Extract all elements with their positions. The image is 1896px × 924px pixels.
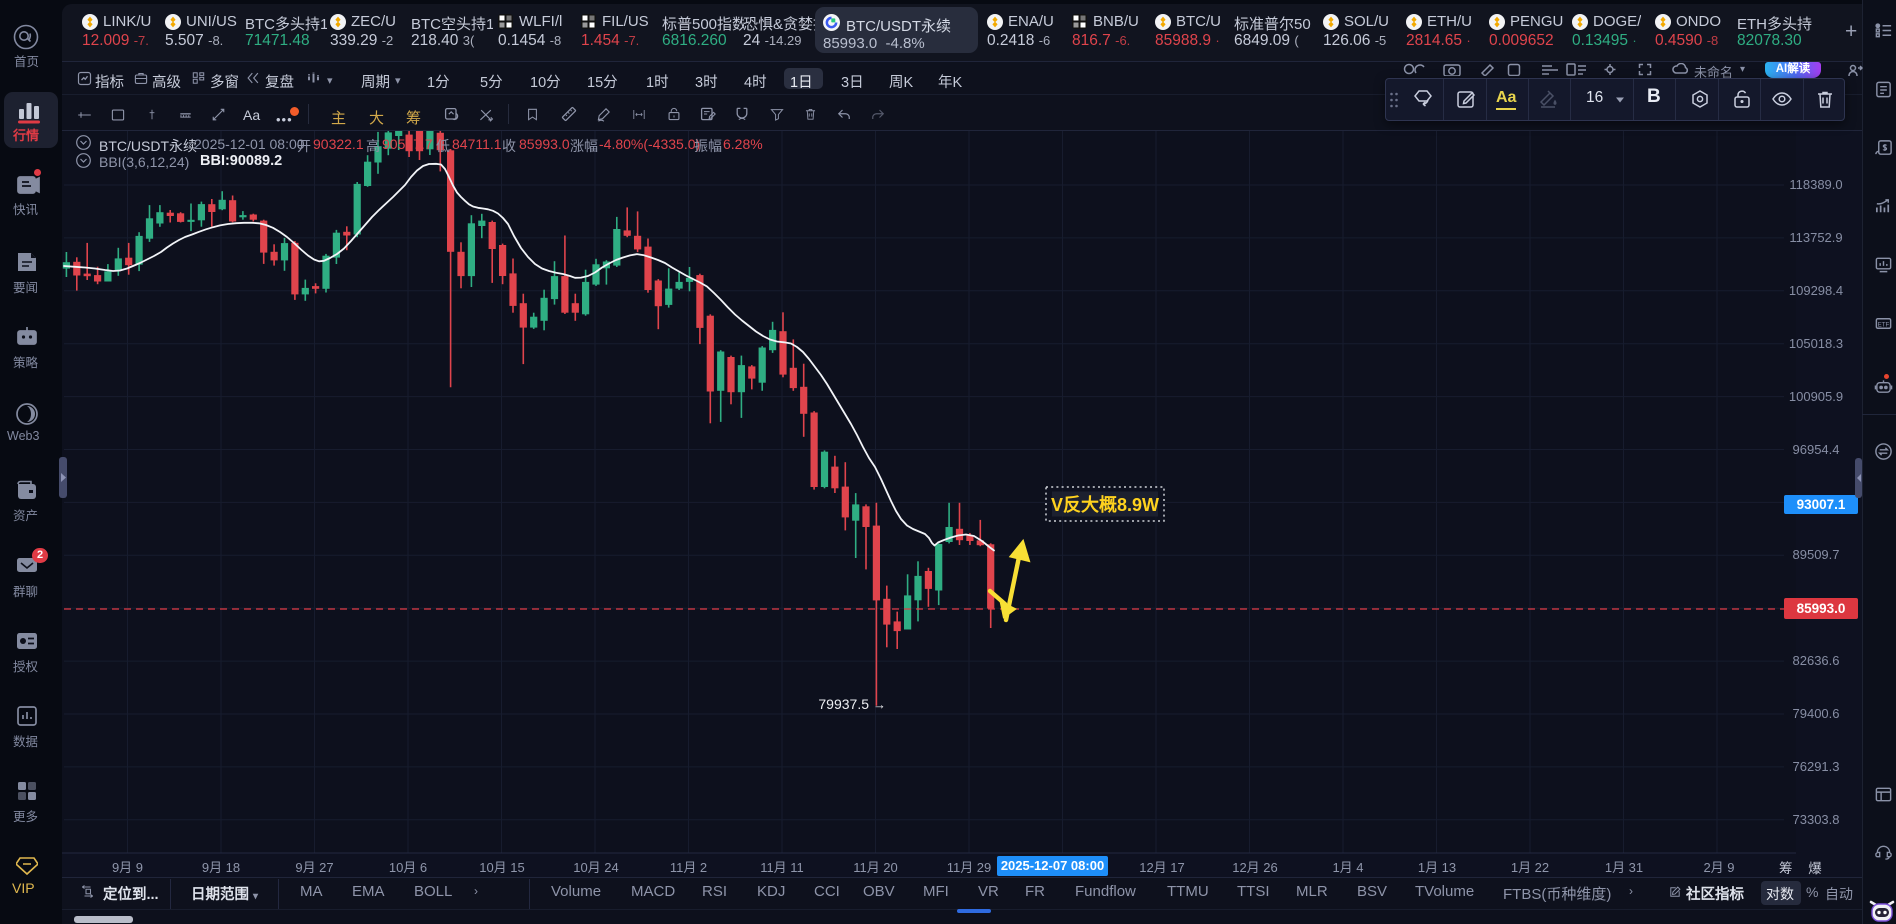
svg-text:V反大概8.9W: V反大概8.9W (1051, 494, 1159, 515)
svg-text:79937.5: 79937.5 (818, 696, 869, 712)
svg-text:→: → (873, 697, 886, 712)
svg-text:ETF: ETF (1878, 321, 1890, 328)
